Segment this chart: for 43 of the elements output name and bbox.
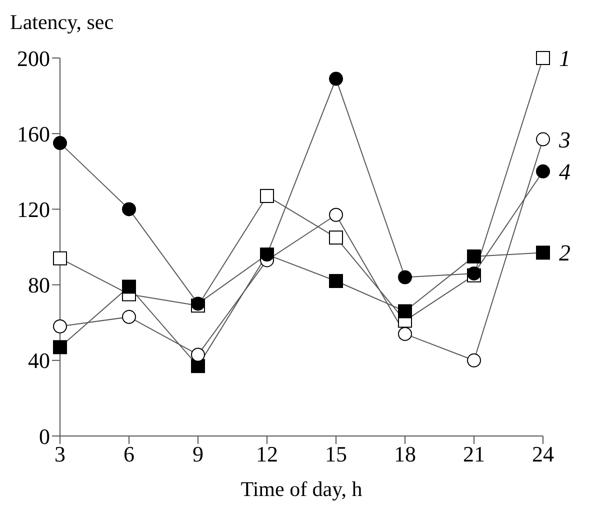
point xyxy=(191,359,205,374)
point xyxy=(536,164,550,178)
x-tick-label: 15 xyxy=(325,442,347,467)
point xyxy=(191,348,205,362)
x-tick-label: 3 xyxy=(54,442,66,467)
x-tick-label: 12 xyxy=(256,442,278,467)
series-label: 1 xyxy=(559,46,570,71)
y-tick-label: 80 xyxy=(28,272,50,298)
x-tick-label: 24 xyxy=(532,442,554,467)
y-tick-label: 200 xyxy=(17,46,50,71)
x-tick-label: 9 xyxy=(192,442,204,467)
point xyxy=(536,246,550,260)
point xyxy=(329,72,343,86)
point xyxy=(329,274,343,288)
series-label: 4 xyxy=(559,159,570,184)
y-tick-label: 40 xyxy=(28,348,50,374)
point xyxy=(260,188,274,203)
point xyxy=(398,326,412,341)
point xyxy=(53,319,67,334)
point xyxy=(329,230,343,245)
y-tick-label: 120 xyxy=(17,197,50,222)
point xyxy=(398,270,412,284)
x-axis-title: Time of day, h xyxy=(240,477,363,501)
point xyxy=(329,208,343,222)
point xyxy=(122,202,136,216)
y-tick-label: 160 xyxy=(17,121,50,146)
x-tick-label: 6 xyxy=(124,442,134,467)
point xyxy=(536,51,550,65)
series-label: 2 xyxy=(559,240,570,266)
point xyxy=(53,251,67,266)
x-tick-label: 18 xyxy=(394,442,416,467)
point xyxy=(122,310,136,324)
x-tick-label: 21 xyxy=(463,442,485,467)
y-tick-label: 0 xyxy=(39,424,50,449)
point xyxy=(467,353,481,368)
y-axis-title: Latency, sec xyxy=(10,10,114,35)
point xyxy=(467,249,481,264)
point xyxy=(536,132,550,146)
series-label: 3 xyxy=(558,127,570,152)
point xyxy=(122,280,136,294)
point xyxy=(53,340,67,354)
point xyxy=(53,136,67,150)
point xyxy=(398,304,412,318)
